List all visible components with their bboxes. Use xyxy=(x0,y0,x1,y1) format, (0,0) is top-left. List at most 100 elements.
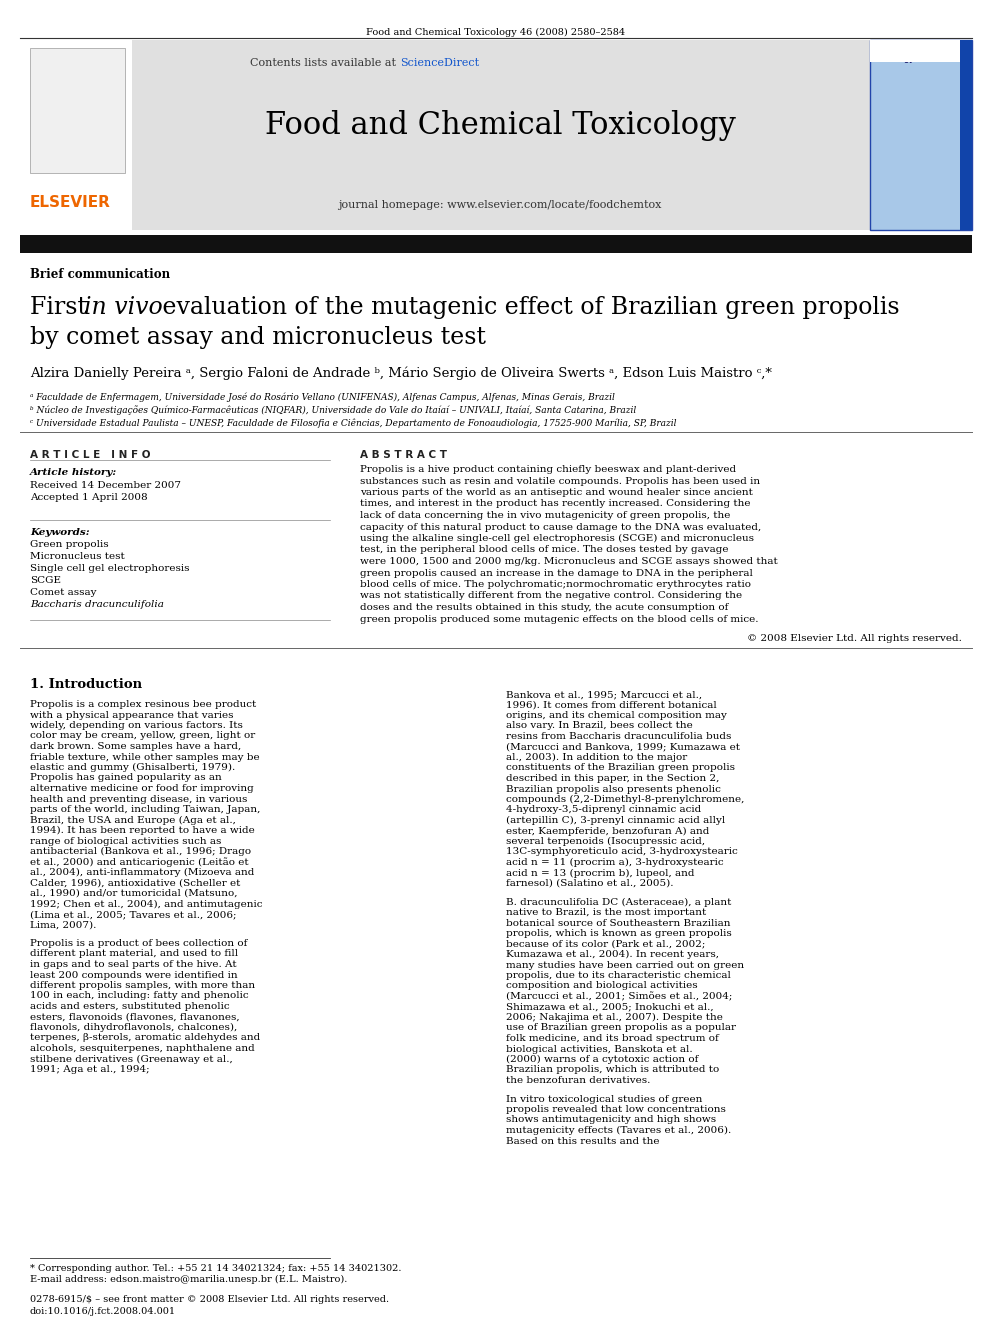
Text: B. dracunculifolia DC (Asteraceae), a plant: B. dracunculifolia DC (Asteraceae), a pl… xyxy=(506,897,731,906)
Text: green propolis caused an increase in the damage to DNA in the peripheral: green propolis caused an increase in the… xyxy=(360,569,753,578)
Text: composition and biological activities: composition and biological activities xyxy=(506,982,697,991)
Text: parts of the world, including Taiwan, Japan,: parts of the world, including Taiwan, Ja… xyxy=(30,804,260,814)
Text: esters, flavonoids (flavones, flavanones,: esters, flavonoids (flavones, flavanones… xyxy=(30,1012,240,1021)
Bar xyxy=(20,235,972,253)
Text: evaluation of the mutagenic effect of Brazilian green propolis: evaluation of the mutagenic effect of Br… xyxy=(155,296,900,319)
Text: SCGE: SCGE xyxy=(30,576,61,585)
Text: ELSEVIER: ELSEVIER xyxy=(30,194,111,210)
Text: Alzira Danielly Pereira ᵃ, Sergio Faloni de Andrade ᵇ, Mário Sergio de Oliveira : Alzira Danielly Pereira ᵃ, Sergio Faloni… xyxy=(30,366,772,380)
Text: compounds (2,2-Dimethyl-8-prenylchromene,: compounds (2,2-Dimethyl-8-prenylchromene… xyxy=(506,795,744,804)
Text: stilbene derivatives (Greenaway et al.,: stilbene derivatives (Greenaway et al., xyxy=(30,1054,233,1064)
Bar xyxy=(870,40,960,62)
Text: Contents lists available at: Contents lists available at xyxy=(251,58,400,67)
Text: Article history:: Article history: xyxy=(30,468,117,478)
Bar xyxy=(870,40,972,230)
Text: al., 2003). In addition to the major: al., 2003). In addition to the major xyxy=(506,753,687,762)
Text: because of its color (Park et al., 2002;: because of its color (Park et al., 2002; xyxy=(506,939,705,949)
Text: Propolis is a product of bees collection of: Propolis is a product of bees collection… xyxy=(30,939,247,949)
Text: origins, and its chemical composition may: origins, and its chemical composition ma… xyxy=(506,710,727,720)
Text: et al., 2000) and anticariogenic (Leitão et: et al., 2000) and anticariogenic (Leitão… xyxy=(30,857,249,868)
Text: Micronucleus test: Micronucleus test xyxy=(30,552,125,561)
Text: (2000) warns of a cytotoxic action of: (2000) warns of a cytotoxic action of xyxy=(506,1054,698,1064)
Text: 13C-symphyoreticulo acid, 3-hydroxystearic: 13C-symphyoreticulo acid, 3-hydroxystear… xyxy=(506,848,738,856)
Text: In vitro toxicological studies of green: In vitro toxicological studies of green xyxy=(506,1094,702,1103)
Text: various parts of the world as an antiseptic and wound healer since ancient: various parts of the world as an antisep… xyxy=(360,488,753,497)
Text: Brazil, the USA and Europe (Aga et al.,: Brazil, the USA and Europe (Aga et al., xyxy=(30,815,236,824)
Text: in vivo: in vivo xyxy=(84,296,163,319)
Text: were 1000, 1500 and 2000 mg/kg. Micronucleus and SCGE assays showed that: were 1000, 1500 and 2000 mg/kg. Micronuc… xyxy=(360,557,778,566)
Text: Food and Chemical Toxicology 46 (2008) 2580–2584: Food and Chemical Toxicology 46 (2008) 2… xyxy=(366,28,626,37)
Text: green propolis produced some mutagenic effects on the blood cells of mice.: green propolis produced some mutagenic e… xyxy=(360,614,759,623)
Text: (Lima et al., 2005; Tavares et al., 2006;: (Lima et al., 2005; Tavares et al., 2006… xyxy=(30,910,236,919)
Text: biological activities, Banskota et al.: biological activities, Banskota et al. xyxy=(506,1044,692,1053)
Text: ᶜ Universidade Estadual Paulista – UNESP, Faculdade de Filosofia e Ciências, Dep: ᶜ Universidade Estadual Paulista – UNESP… xyxy=(30,418,677,427)
Text: constituents of the Brazilian green propolis: constituents of the Brazilian green prop… xyxy=(506,763,735,773)
Text: elastic and gummy (Ghisalberti, 1979).: elastic and gummy (Ghisalberti, 1979). xyxy=(30,763,235,773)
Text: farnesol) (Salatino et al., 2005).: farnesol) (Salatino et al., 2005). xyxy=(506,878,674,888)
Text: Single cell gel electrophoresis: Single cell gel electrophoresis xyxy=(30,564,189,573)
Text: al., 1990) and/or tumoricidal (Matsuno,: al., 1990) and/or tumoricidal (Matsuno, xyxy=(30,889,237,898)
Text: (Marcucci et al., 2001; Simões et al., 2004;: (Marcucci et al., 2001; Simões et al., 2… xyxy=(506,992,732,1002)
Text: least 200 compounds were identified in: least 200 compounds were identified in xyxy=(30,971,238,979)
Text: color may be cream, yellow, green, light or: color may be cream, yellow, green, light… xyxy=(30,732,255,741)
Text: (artepillin C), 3-prenyl cinnamic acid allyl: (artepillin C), 3-prenyl cinnamic acid a… xyxy=(506,816,725,826)
Text: Bankova et al., 1995; Marcucci et al.,: Bankova et al., 1995; Marcucci et al., xyxy=(506,691,702,699)
Text: 100 in each, including: fatty and phenolic: 100 in each, including: fatty and phenol… xyxy=(30,991,249,1000)
Text: Brief communication: Brief communication xyxy=(30,269,170,280)
Text: Brazilian propolis, which is attributed to: Brazilian propolis, which is attributed … xyxy=(506,1065,719,1074)
Text: Food and Chemical Toxicology: Food and Chemical Toxicology xyxy=(265,110,735,142)
Text: 0278-6915/$ – see front matter © 2008 Elsevier Ltd. All rights reserved.: 0278-6915/$ – see front matter © 2008 El… xyxy=(30,1295,389,1304)
Text: 2006; Nakajima et al., 2007). Despite the: 2006; Nakajima et al., 2007). Despite th… xyxy=(506,1013,723,1023)
Text: shows antimutagenicity and high shows: shows antimutagenicity and high shows xyxy=(506,1115,716,1125)
Text: * Corresponding author. Tel.: +55 21 14 34021324; fax: +55 14 34021302.: * Corresponding author. Tel.: +55 21 14 … xyxy=(30,1263,402,1273)
Text: 1996). It comes from different botanical: 1996). It comes from different botanical xyxy=(506,700,717,709)
Text: lack of data concerning the in vivo mutagenicity of green propolis, the: lack of data concerning the in vivo muta… xyxy=(360,511,730,520)
Text: Lima, 2007).: Lima, 2007). xyxy=(30,921,96,930)
Text: several terpenoids (Isocupressic acid,: several terpenoids (Isocupressic acid, xyxy=(506,837,705,847)
Text: (Marcucci and Bankova, 1999; Kumazawa et: (Marcucci and Bankova, 1999; Kumazawa et xyxy=(506,742,740,751)
Text: propolis, due to its characteristic chemical: propolis, due to its characteristic chem… xyxy=(506,971,731,980)
Text: propolis, which is known as green propolis: propolis, which is known as green propol… xyxy=(506,929,732,938)
Text: Based on this results and the: Based on this results and the xyxy=(506,1136,660,1146)
Text: 1. Introduction: 1. Introduction xyxy=(30,677,142,691)
Text: range of biological activities such as: range of biological activities such as xyxy=(30,836,221,845)
Text: native to Brazil, is the most important: native to Brazil, is the most important xyxy=(506,908,706,917)
Text: folk medicine, and its broad spectrum of: folk medicine, and its broad spectrum of xyxy=(506,1035,719,1043)
Text: First: First xyxy=(30,296,94,319)
Text: Keywords:: Keywords: xyxy=(30,528,89,537)
Text: Accepted 1 April 2008: Accepted 1 April 2008 xyxy=(30,493,148,501)
Bar xyxy=(130,40,870,230)
Text: 1991; Aga et al., 1994;: 1991; Aga et al., 1994; xyxy=(30,1065,150,1074)
Text: described in this paper, in the Section 2,: described in this paper, in the Section … xyxy=(506,774,719,783)
Text: al., 2004), anti-inflammatory (Mizoeva and: al., 2004), anti-inflammatory (Mizoeva a… xyxy=(30,868,254,877)
Text: © 2008 Elsevier Ltd. All rights reserved.: © 2008 Elsevier Ltd. All rights reserved… xyxy=(747,634,962,643)
Text: ScienceDirect: ScienceDirect xyxy=(400,58,479,67)
Text: propolis revealed that low concentrations: propolis revealed that low concentration… xyxy=(506,1105,726,1114)
Text: ᵇ Núcleo de Investigações Químico-Farmacêuticas (NIQFAR), Universidade do Vale d: ᵇ Núcleo de Investigações Químico-Farmac… xyxy=(30,405,636,415)
Text: using the alkaline single-cell gel electrophoresis (SCGE) and micronucleus: using the alkaline single-cell gel elect… xyxy=(360,534,754,544)
Text: resins from Baccharis dracunculifolia buds: resins from Baccharis dracunculifolia bu… xyxy=(506,732,731,741)
Text: widely, depending on various factors. Its: widely, depending on various factors. It… xyxy=(30,721,243,730)
Text: 4-hydroxy-3,5-diprenyl cinnamic acid: 4-hydroxy-3,5-diprenyl cinnamic acid xyxy=(506,806,701,815)
Text: ester, Kaempferide, benzofuran A) and: ester, Kaempferide, benzofuran A) and xyxy=(506,827,709,836)
Text: botanical source of Southeastern Brazilian: botanical source of Southeastern Brazili… xyxy=(506,918,730,927)
Text: many studies have been carried out on green: many studies have been carried out on gr… xyxy=(506,960,744,970)
Text: acid n = 11 (procrim a), 3-hydroxystearic: acid n = 11 (procrim a), 3-hydroxysteari… xyxy=(506,859,723,867)
Text: mutagenicity effects (Tavares et al., 2006).: mutagenicity effects (Tavares et al., 20… xyxy=(506,1126,731,1135)
Text: Kumazawa et al., 2004). In recent years,: Kumazawa et al., 2004). In recent years, xyxy=(506,950,719,959)
Text: health and preventing disease, in various: health and preventing disease, in variou… xyxy=(30,795,247,803)
Text: Green propolis: Green propolis xyxy=(30,540,109,549)
Text: Propolis is a complex resinous bee product: Propolis is a complex resinous bee produ… xyxy=(30,700,256,709)
Text: times, and interest in the product has recently increased. Considering the: times, and interest in the product has r… xyxy=(360,500,751,508)
Text: Comet assay: Comet assay xyxy=(30,587,96,597)
Text: use of Brazilian green propolis as a popular: use of Brazilian green propolis as a pop… xyxy=(506,1024,736,1032)
Text: E-mail address: edson.maistro@marilia.unesp.br (E.L. Maistro).: E-mail address: edson.maistro@marilia.un… xyxy=(30,1275,347,1285)
Text: test, in the peripheral blood cells of mice. The doses tested by gavage: test, in the peripheral blood cells of m… xyxy=(360,545,728,554)
Text: alcohols, sesquiterpenes, naphthalene and: alcohols, sesquiterpenes, naphthalene an… xyxy=(30,1044,255,1053)
Bar xyxy=(30,48,125,173)
Text: antibacterial (Bankova et al., 1996; Drago: antibacterial (Bankova et al., 1996; Dra… xyxy=(30,847,251,856)
Bar xyxy=(960,40,972,230)
Text: Baccharis dracunculifolia: Baccharis dracunculifolia xyxy=(30,601,164,609)
Text: ᵃ Faculdade de Enfermagem, Universidade José do Rosário Vellano (UNIFENAS), Alfe: ᵃ Faculdade de Enfermagem, Universidade … xyxy=(30,392,615,401)
Text: Brazilian propolis also presents phenolic: Brazilian propolis also presents phenoli… xyxy=(506,785,721,794)
